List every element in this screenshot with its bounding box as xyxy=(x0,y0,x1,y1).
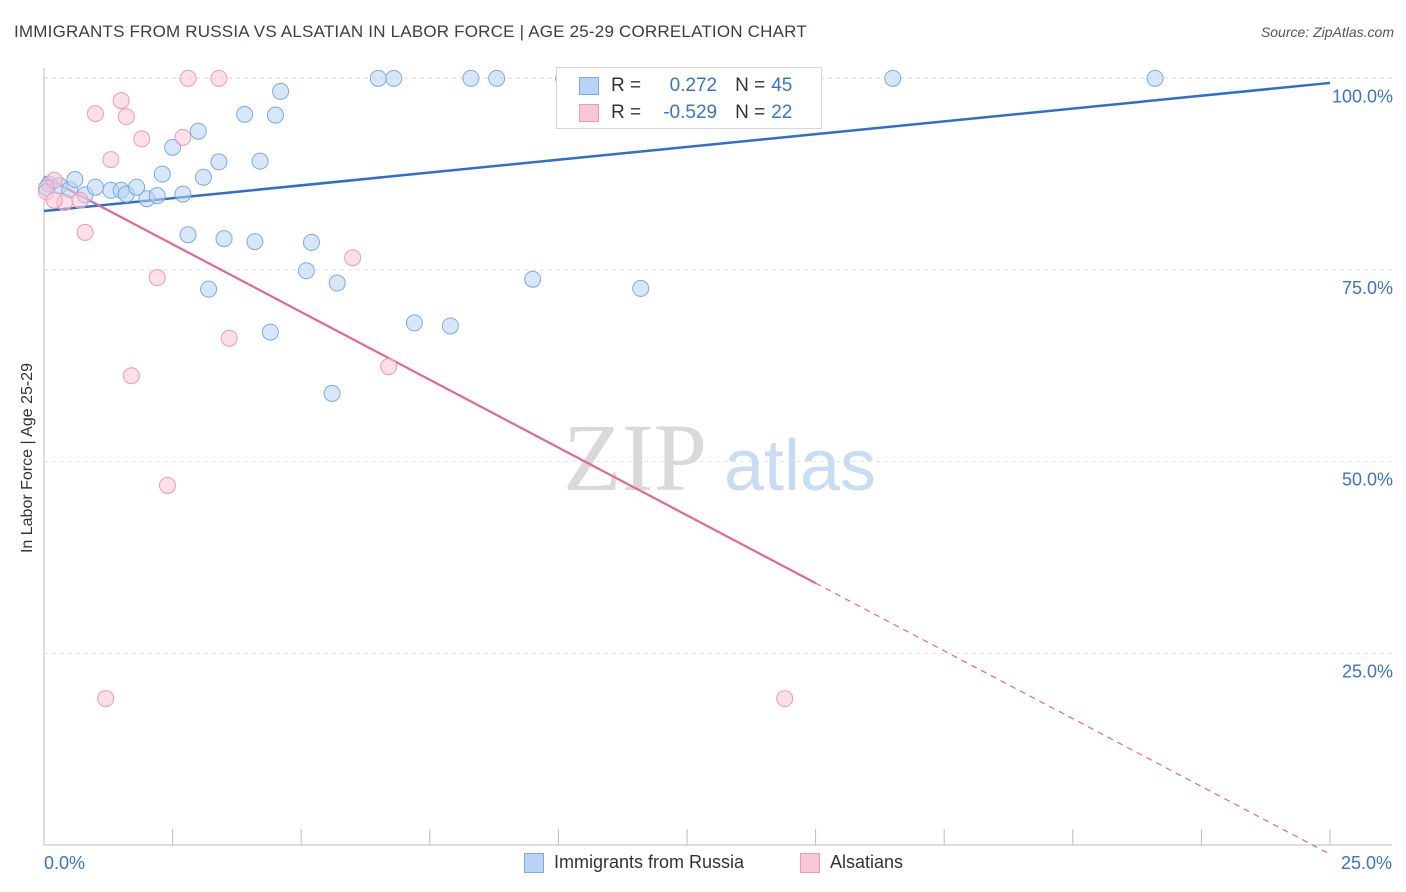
point-russia xyxy=(194,168,212,186)
legend-swatch-russia xyxy=(524,852,544,873)
r-value-russia: 0.272 xyxy=(669,75,718,96)
trend-line-alsatians xyxy=(43,175,817,585)
point-russia xyxy=(236,105,254,123)
n-value-alsatians: 22 xyxy=(771,102,793,123)
legend-swatch-blue xyxy=(579,77,599,95)
point-russia xyxy=(148,187,166,205)
legend-row-russia: R = 0.272 N = 45 xyxy=(579,73,792,99)
point-russia xyxy=(215,230,233,248)
r-value-alsatians: -0.529 xyxy=(663,102,718,123)
watermark: ZIP atlas xyxy=(563,404,876,511)
point-alsatians xyxy=(158,476,176,494)
point-alsatians xyxy=(122,367,140,385)
stats-legend: R = 0.272 N = 45 R = -0.529 N = 22 xyxy=(556,67,822,129)
point-alsatians xyxy=(86,105,104,123)
point-alsatians xyxy=(220,329,238,347)
chart-title: IMMIGRANTS FROM RUSSIA VS ALSATIAN IN LA… xyxy=(14,22,807,41)
point-russia xyxy=(328,274,346,292)
point-russia xyxy=(189,122,207,140)
point-russia xyxy=(441,317,459,335)
point-alsatians xyxy=(210,69,228,87)
watermark-zip: ZIP xyxy=(563,404,707,511)
point-alsatians xyxy=(148,269,166,287)
legend-swatch-pink xyxy=(579,104,599,122)
point-alsatians xyxy=(117,108,135,126)
legend-item-alsatians[interactable]: Alsatians xyxy=(800,852,903,873)
trend-lines xyxy=(43,81,1331,855)
point-alsatians xyxy=(174,128,192,146)
point-russia xyxy=(385,69,403,87)
point-alsatians xyxy=(71,191,89,209)
trend-line-russia xyxy=(43,81,1331,213)
legend-swatch-alsatians xyxy=(800,852,820,873)
point-russia xyxy=(153,165,171,183)
gridlines xyxy=(44,77,1392,654)
point-russia xyxy=(179,226,197,244)
trend-line-alsatians-extension xyxy=(815,582,1331,855)
point-russia xyxy=(266,106,284,124)
y-tick-label: 50.0% xyxy=(1342,470,1393,490)
point-russia xyxy=(488,69,506,87)
n-value-russia: 45 xyxy=(771,75,793,96)
point-russia xyxy=(297,262,315,280)
point-russia xyxy=(86,178,104,196)
point-russia xyxy=(1146,69,1164,87)
axes xyxy=(43,68,1392,846)
point-russia xyxy=(128,178,146,196)
point-russia xyxy=(524,270,542,288)
point-alsatians xyxy=(45,171,63,189)
y-tick-label: 75.0% xyxy=(1342,278,1393,298)
point-russia xyxy=(164,138,182,156)
series-legend: Immigrants from Russia Alsatians xyxy=(0,852,1406,878)
point-alsatians xyxy=(112,92,130,110)
point-russia xyxy=(405,314,423,332)
point-russia xyxy=(66,171,84,189)
point-alsatians xyxy=(133,130,151,148)
data-points xyxy=(38,69,1164,708)
point-alsatians xyxy=(76,223,94,241)
source-label: Source: ZipAtlas.com xyxy=(1260,24,1394,40)
legend-item-russia[interactable]: Immigrants from Russia xyxy=(524,852,744,873)
point-russia xyxy=(261,323,279,341)
point-russia xyxy=(200,280,218,298)
point-russia xyxy=(632,279,650,297)
point-russia xyxy=(369,69,387,87)
point-alsatians xyxy=(97,690,115,708)
point-alsatians xyxy=(344,249,362,267)
x-tick-label: 25.0% xyxy=(1341,853,1392,873)
point-russia xyxy=(323,384,341,402)
point-russia xyxy=(302,233,320,251)
point-alsatians xyxy=(380,358,398,376)
point-alsatians xyxy=(179,69,197,87)
y-tick-label: 100.0% xyxy=(1332,86,1393,106)
point-russia xyxy=(251,152,269,170)
legend-row-alsatians: R = -0.529 N = 22 xyxy=(579,100,792,126)
point-alsatians xyxy=(102,151,120,169)
point-alsatians xyxy=(776,690,794,708)
y-tick-label: 25.0% xyxy=(1342,661,1393,681)
point-russia xyxy=(462,69,480,87)
watermark-atlas: atlas xyxy=(724,426,876,506)
point-russia xyxy=(210,153,228,171)
point-russia xyxy=(884,69,902,87)
point-russia xyxy=(246,233,264,251)
point-russia xyxy=(272,82,290,100)
point-russia xyxy=(174,185,192,203)
x-tick-label: 0.0% xyxy=(44,853,85,873)
tick-labels: 25.0% 50.0% 75.0% 100.0% 0.0% 25.0% xyxy=(44,86,1393,873)
point-alsatians xyxy=(45,191,63,209)
